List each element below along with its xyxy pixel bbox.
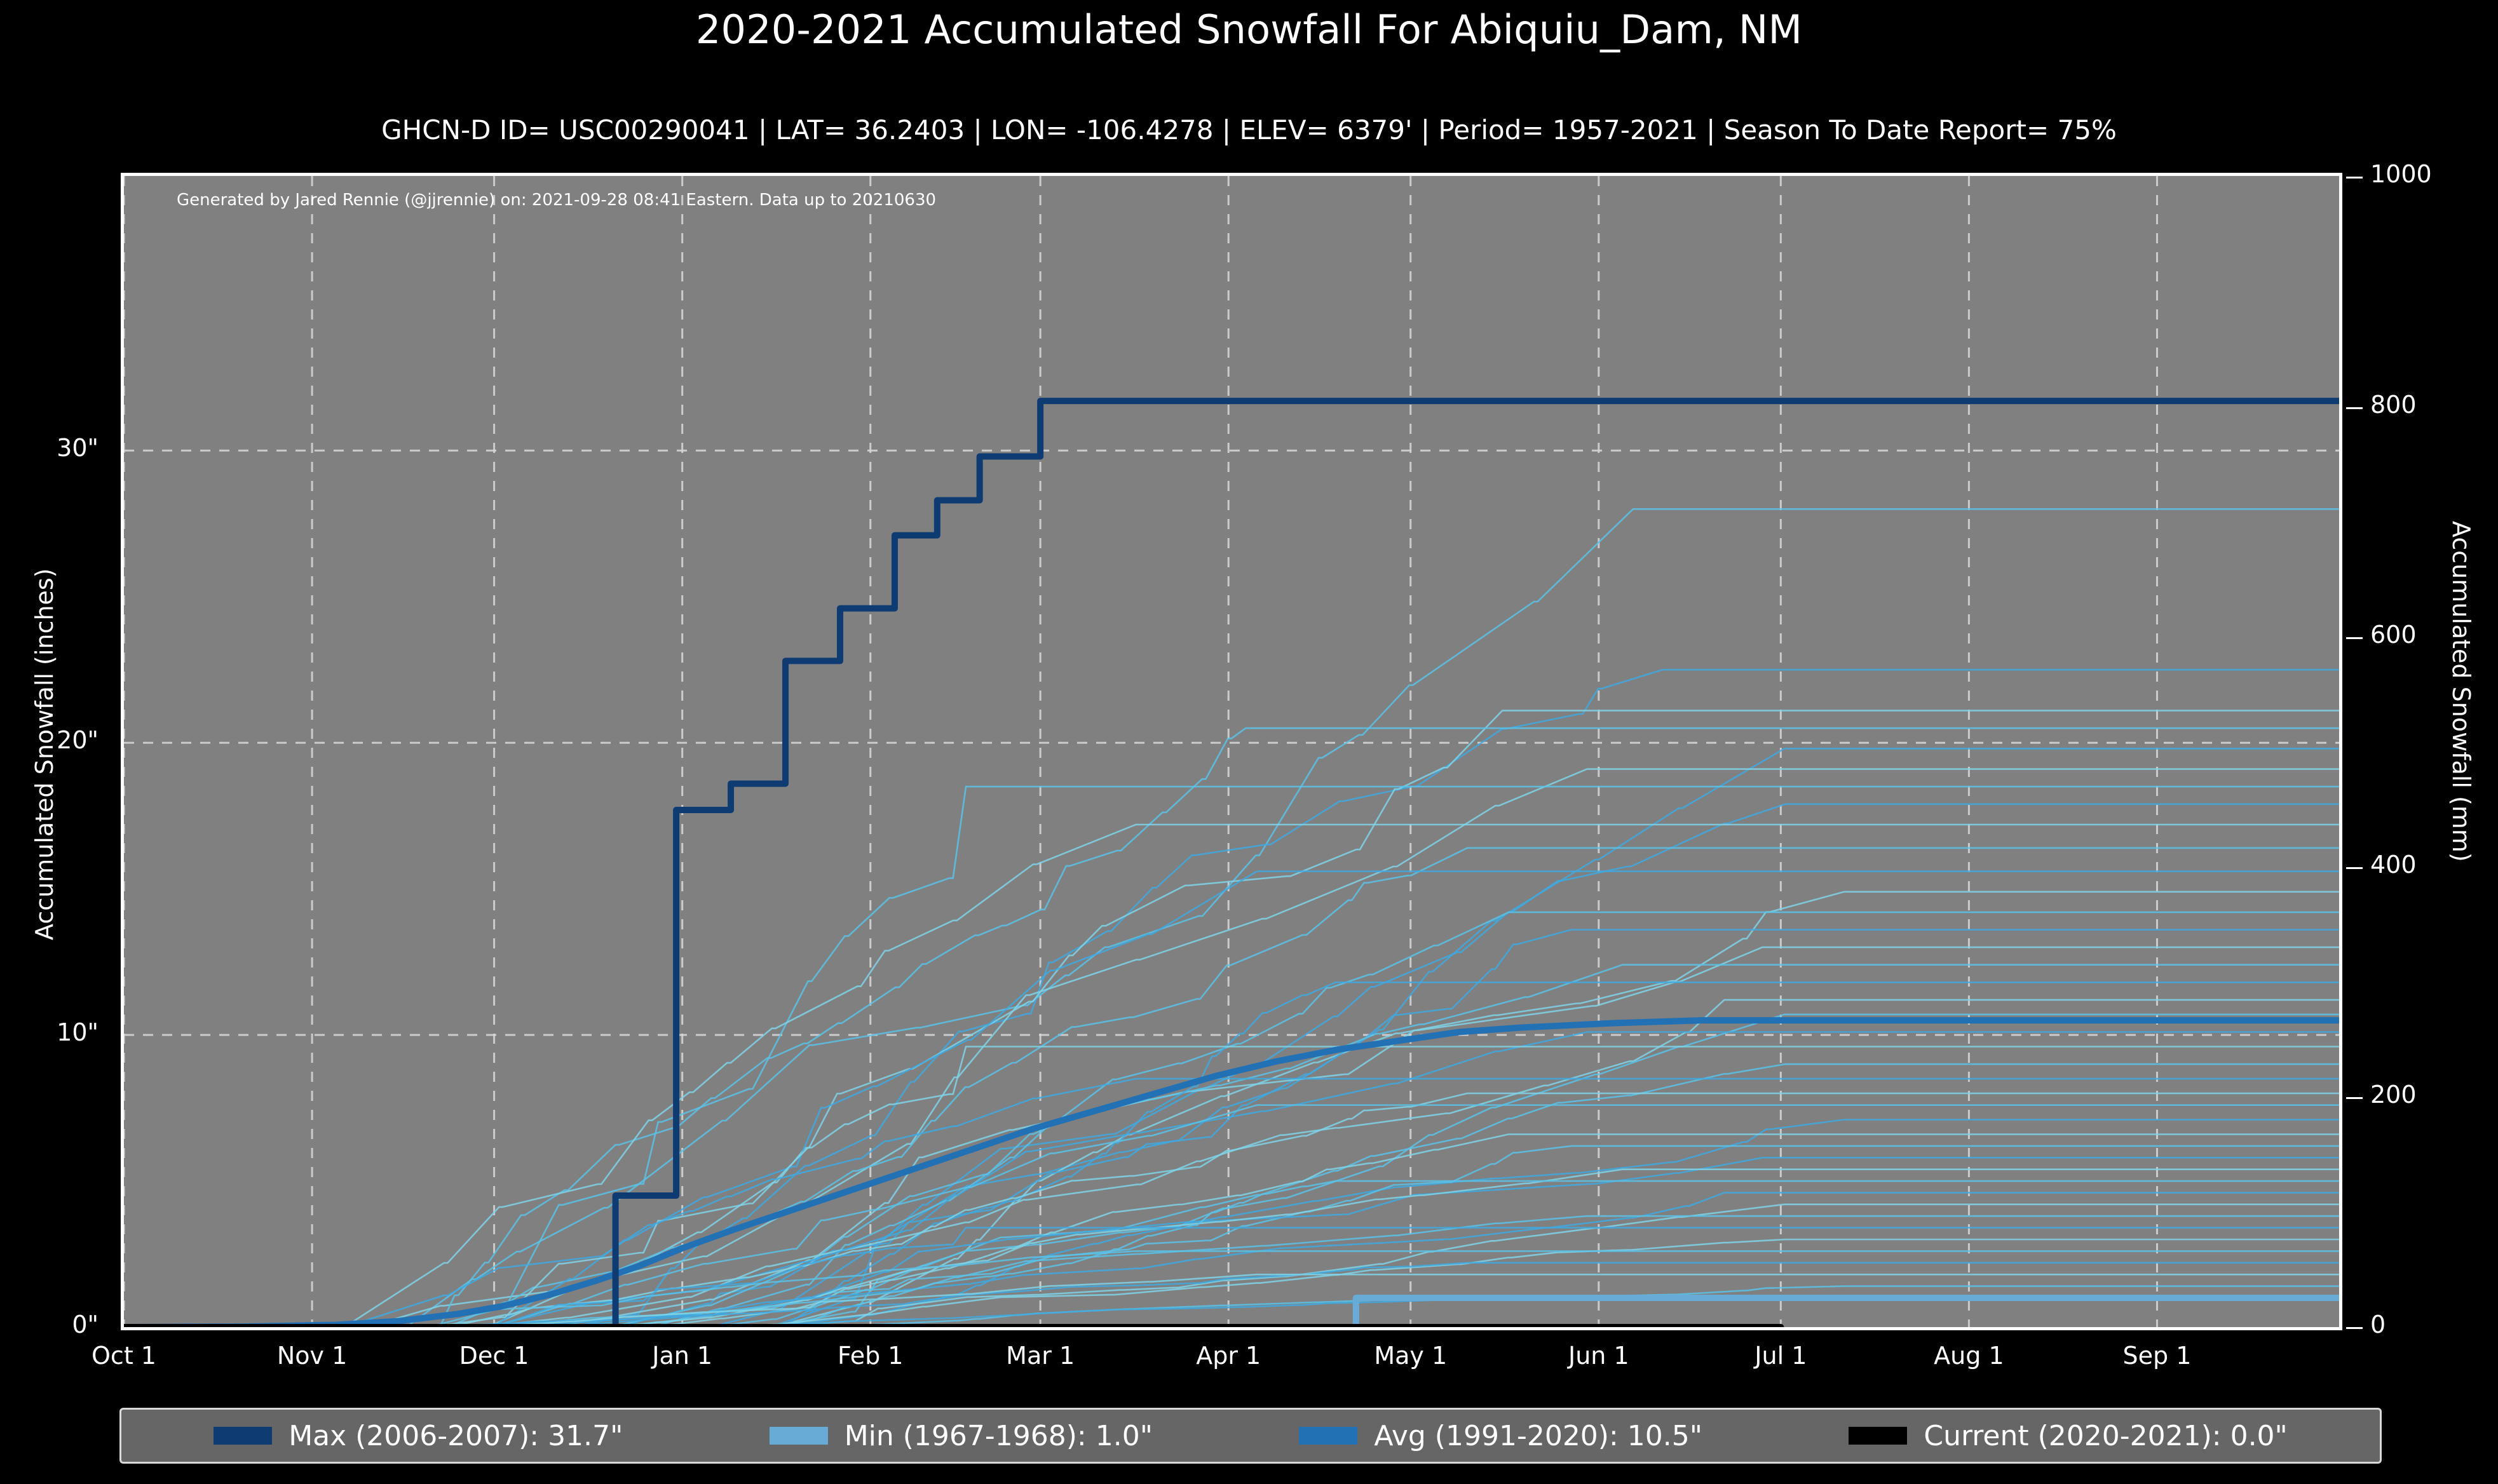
y-tick-right-400: 400 [2370,850,2417,879]
historical-trace [124,1297,2339,1327]
historical-trace [124,929,2339,1327]
page-title: 2020-2021 Accumulated Snowfall For Abiqu… [695,6,1803,53]
historical-trace [124,748,2339,1327]
y-axis-label-left: Accumulated Snowfall (inches) [31,568,58,940]
y-axis-label-right: Accumulated Snowfall (mm) [2447,521,2475,862]
legend-label-current: Current (2020-2021): 0.0" [1924,1419,2288,1452]
legend-item-current[interactable]: Current (2020-2021): 0.0" [1849,1419,2288,1452]
x-tick-oct-1: Oct 1 [92,1342,156,1370]
x-tick-dec-1: Dec 1 [459,1342,529,1370]
x-tick-nov-1: Nov 1 [276,1342,348,1370]
x-tick-aug-1: Aug 1 [1934,1342,2004,1370]
historical-trace [124,1192,2339,1327]
legend-label-avg: Avg (1991-2020): 10.5" [1374,1419,1702,1452]
y-tick-left-10: 10" [57,1018,98,1047]
historical-trace [124,1104,2339,1327]
plot-area [121,173,2342,1330]
historical-trace [124,1215,2339,1327]
historical-trace [124,870,2339,1327]
historical-trace [124,1046,2339,1327]
x-tick-sep-1: Sep 1 [2122,1342,2192,1370]
y-tick-right-600: 600 [2370,620,2417,649]
y-tick-mark-right-0 [2346,1327,2363,1329]
legend-swatch-avg-icon [1299,1427,1358,1445]
historical-trace [124,1273,2339,1327]
historical-trace [124,1077,2339,1327]
historical-trace [124,785,2339,1327]
y-tick-right-1000: 1000 [2370,160,2432,189]
historical-trace [124,768,2339,1327]
x-tick-apr-1: Apr 1 [1196,1342,1261,1370]
series-line-max [124,398,2339,1327]
x-tick-feb-1: Feb 1 [837,1342,904,1370]
series-line-avg [124,1017,2339,1327]
generated-by-credit: Generated by Jared Rennie (@jjrennie) on… [177,191,937,210]
legend-item-max[interactable]: Max (2006-2007): 31.7" [214,1420,623,1452]
historical-trace [124,823,2339,1327]
historical-trace [124,981,2339,1327]
legend-swatch-min-icon [769,1427,828,1445]
plot-canvas [124,176,2339,1327]
x-tick-may-1: May 1 [1374,1342,1448,1370]
y-tick-right-0: 0 [2370,1311,2386,1339]
historical-trace [124,911,2339,1327]
legend-label-max: Max (2006-2007): 31.7" [288,1419,623,1452]
legend-swatch-max-icon [214,1427,273,1445]
x-tick-jan-1: Jan 1 [652,1342,713,1370]
historical-season-traces [124,508,2339,1327]
historical-trace [124,1119,2339,1327]
y-tick-right-200: 200 [2370,1080,2417,1109]
y-tick-left-30: 30" [57,434,98,462]
legend-item-avg[interactable]: Avg (1991-2020): 10.5" [1299,1420,1702,1452]
y-tick-right-800: 800 [2370,390,2417,419]
gridlines [124,176,2339,1327]
historical-trace [124,891,2339,1327]
x-tick-mar-1: Mar 1 [1006,1342,1075,1370]
x-tick-jul-1: Jul 1 [1755,1342,1807,1370]
series-line-min [124,1295,2339,1327]
legend-swatch-current-icon [1849,1427,1908,1445]
y-tick-mark-right-600 [2346,637,2363,639]
chart-legend: Max (2006-2007): 31.7" Min (1967-1968): 1… [119,1408,2382,1464]
historical-trace [124,1063,2339,1327]
historical-trace [124,1157,2339,1327]
y-tick-mark-right-1000 [2346,177,2363,179]
historical-trace [124,508,2339,1327]
y-tick-left-20: 20" [57,726,98,755]
y-tick-left-0: 0" [72,1311,98,1339]
historical-trace [124,1227,2339,1327]
historical-trace [124,727,2339,1327]
legend-item-min[interactable]: Min (1967-1968): 1.0" [769,1419,1153,1452]
station-metadata-subtitle: GHCN-D ID= USC00290041 | LAT= 36.2403 | … [381,114,2117,145]
historical-trace [124,1168,2339,1327]
historical-trace [124,946,2339,1327]
legend-label-min: Min (1967-1968): 1.0" [844,1419,1153,1452]
y-tick-mark-right-200 [2346,1096,2363,1099]
y-tick-mark-right-800 [2346,407,2363,409]
historical-trace [124,1203,2339,1327]
x-tick-jun-1: Jun 1 [1568,1342,1629,1370]
historical-trace [124,1285,2339,1327]
y-tick-mark-right-400 [2346,867,2363,869]
historical-trace [124,1092,2339,1327]
